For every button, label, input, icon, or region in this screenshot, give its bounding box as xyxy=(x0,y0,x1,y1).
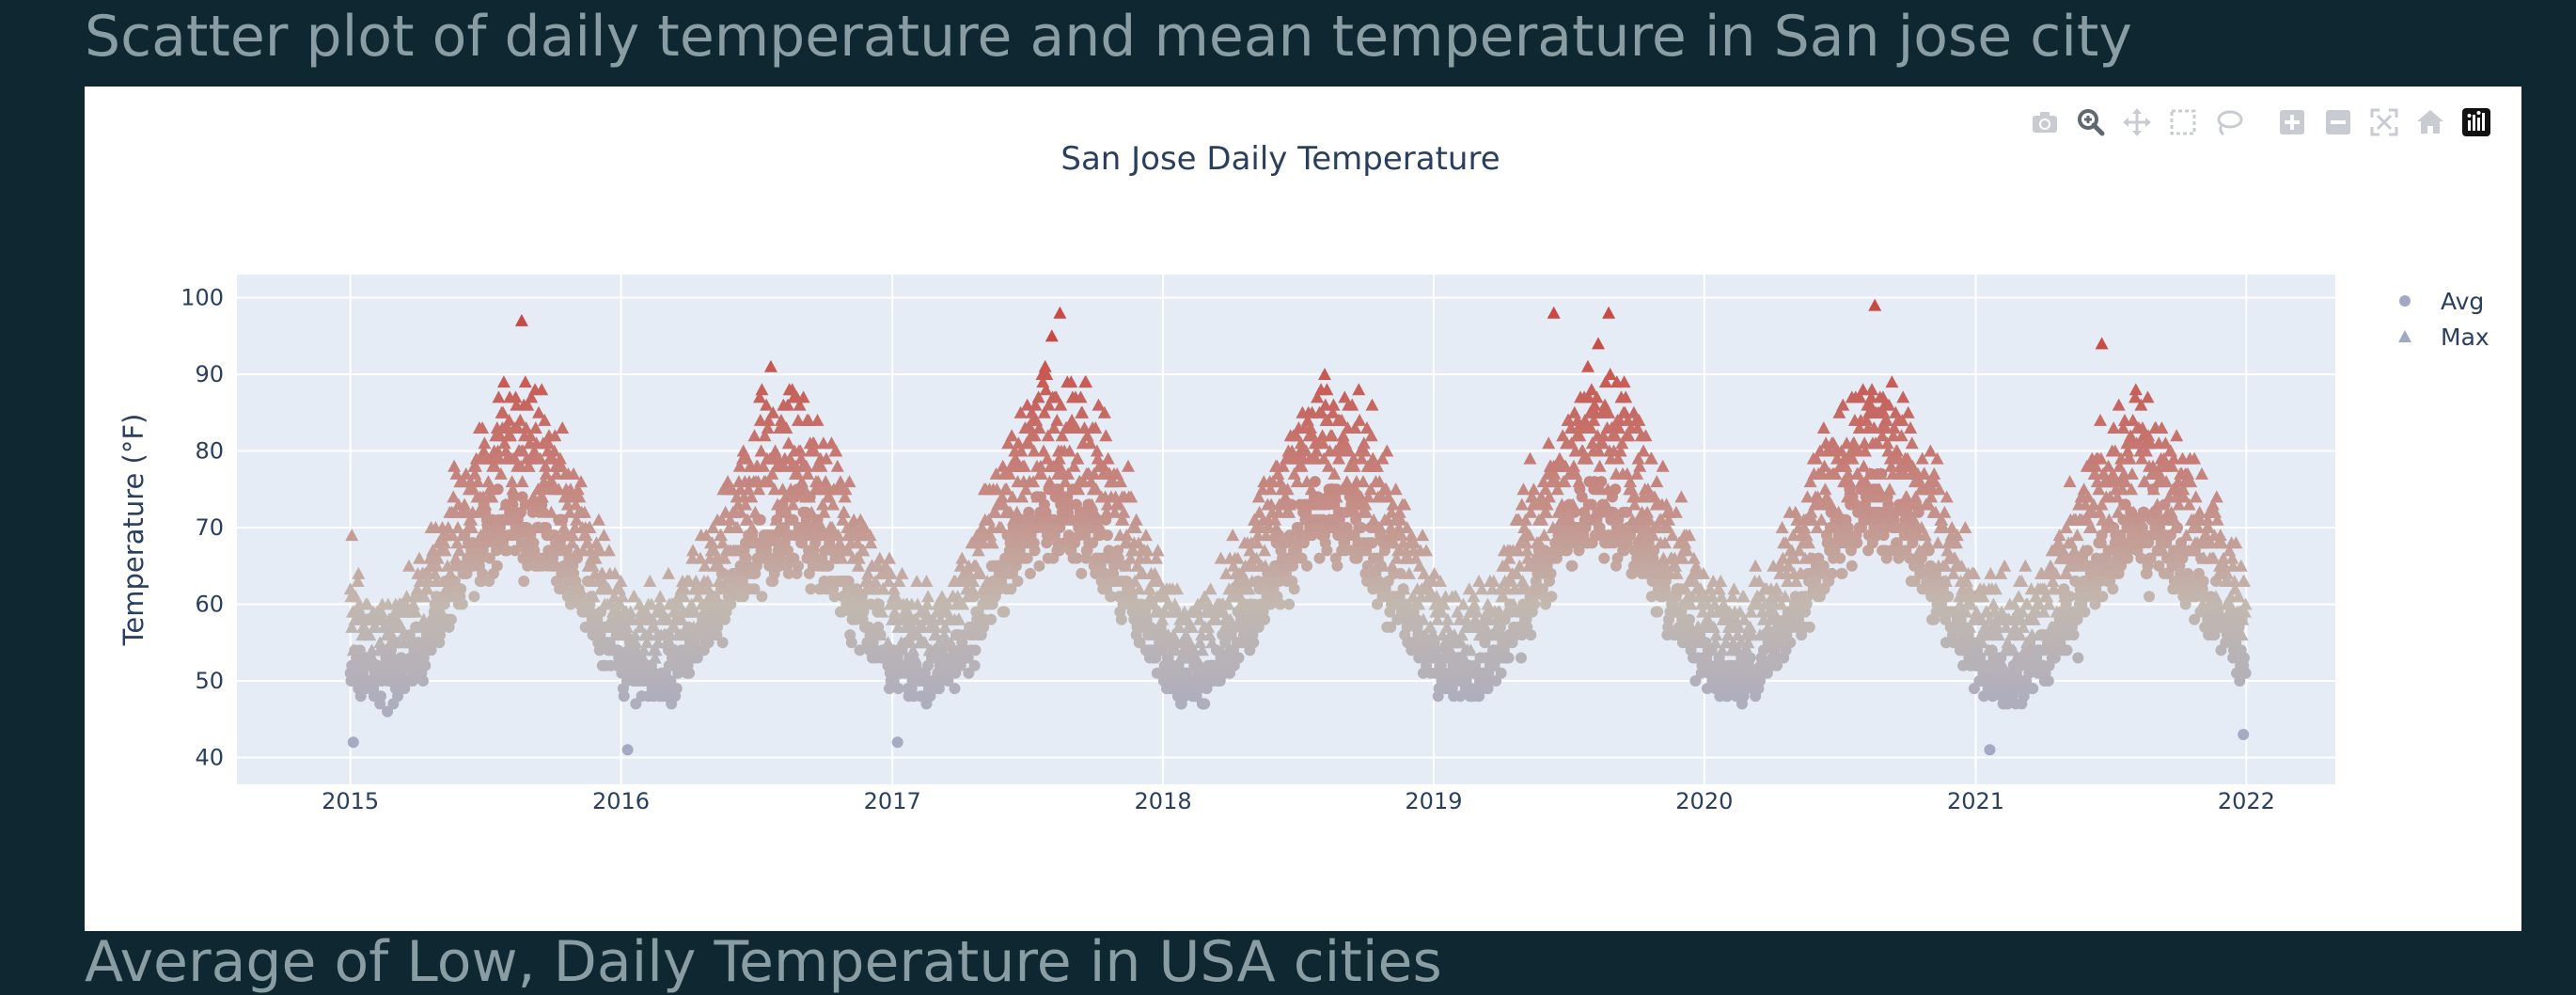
avg-point[interactable] xyxy=(1116,614,1127,625)
avg-point[interactable] xyxy=(417,675,429,687)
avg-point[interactable] xyxy=(1283,599,1295,610)
avg-point[interactable] xyxy=(457,599,468,610)
avg-point[interactable] xyxy=(2097,591,2108,602)
avg-point[interactable] xyxy=(717,637,729,648)
avg-point[interactable] xyxy=(2240,668,2252,679)
avg-point[interactable] xyxy=(2238,653,2250,664)
avg-point[interactable] xyxy=(2238,729,2249,740)
avg-point[interactable] xyxy=(950,683,961,694)
avg-point[interactable] xyxy=(1546,591,1557,602)
avg-point[interactable] xyxy=(419,660,431,671)
avg-point[interactable] xyxy=(1503,653,1515,664)
avg-point[interactable] xyxy=(1846,561,1858,572)
avg-point[interactable] xyxy=(1834,553,1846,564)
avg-point[interactable] xyxy=(1529,599,1540,610)
avg-point[interactable] xyxy=(846,637,857,648)
avg-point[interactable] xyxy=(455,583,466,594)
avg-point[interactable] xyxy=(426,644,437,655)
avg-point[interactable] xyxy=(1546,568,1557,579)
avg-point[interactable] xyxy=(2198,576,2209,587)
avg-point[interactable] xyxy=(1837,568,1848,579)
avg-point[interactable] xyxy=(671,683,683,694)
avg-point[interactable] xyxy=(446,614,457,625)
avg-point[interactable] xyxy=(1331,561,1343,572)
avg-point[interactable] xyxy=(1684,614,1695,625)
avg-point[interactable] xyxy=(1233,653,1245,664)
scatter-chart[interactable]: San Jose Daily Temperature 4050607080901… xyxy=(85,87,2521,931)
avg-point[interactable] xyxy=(1199,698,1210,709)
avg-point[interactable] xyxy=(1516,653,1527,664)
avg-point[interactable] xyxy=(622,744,634,755)
avg-point[interactable] xyxy=(1248,637,1259,648)
avg-point[interactable] xyxy=(1598,553,1610,564)
avg-point[interactable] xyxy=(518,576,529,587)
avg-point[interactable] xyxy=(1076,568,1087,579)
avg-point[interactable] xyxy=(375,690,386,702)
avg-point[interactable] xyxy=(756,591,767,602)
avg-point[interactable] xyxy=(1321,545,1332,556)
avg-point[interactable] xyxy=(1033,561,1045,572)
avg-point[interactable] xyxy=(1784,637,1796,648)
avg-point[interactable] xyxy=(1301,561,1312,572)
avg-point[interactable] xyxy=(1985,744,1996,755)
avg-point[interactable] xyxy=(683,668,695,679)
avg-point[interactable] xyxy=(1652,607,1663,618)
avg-point[interactable] xyxy=(892,736,903,748)
avg-point[interactable] xyxy=(793,561,804,572)
avg-point[interactable] xyxy=(969,660,981,671)
avg-point[interactable] xyxy=(2072,653,2083,664)
avg-point[interactable] xyxy=(998,607,1010,618)
avg-point[interactable] xyxy=(893,683,904,694)
avg-point[interactable] xyxy=(2062,644,2073,655)
avg-point[interactable] xyxy=(1029,545,1041,556)
chart-title: San Jose Daily Temperature xyxy=(1060,140,1500,178)
avg-point[interactable] xyxy=(1259,614,1270,625)
avg-point[interactable] xyxy=(985,614,997,625)
avg-point[interactable] xyxy=(1851,537,1862,548)
avg-point[interactable] xyxy=(348,736,359,748)
avg-point[interactable] xyxy=(2079,607,2090,618)
avg-point[interactable] xyxy=(1942,591,1954,602)
avg-point[interactable] xyxy=(2043,675,2054,687)
avg-point[interactable] xyxy=(1302,514,1313,526)
avg-point[interactable] xyxy=(2144,591,2155,602)
avg-point[interactable] xyxy=(1013,576,1024,587)
avg-point[interactable] xyxy=(1566,561,1578,572)
avg-point[interactable] xyxy=(2107,583,2118,594)
avg-point[interactable] xyxy=(619,690,630,702)
avg-point[interactable] xyxy=(1496,668,1507,679)
avg-point[interactable] xyxy=(1525,629,1536,640)
page-heading: Scatter plot of daily temperature and me… xyxy=(85,4,2132,70)
avg-point[interactable] xyxy=(2068,629,2080,640)
avg-point[interactable] xyxy=(1289,583,1300,594)
avg-point[interactable] xyxy=(2027,683,2038,694)
avg-point[interactable] xyxy=(1025,568,1036,579)
avg-point[interactable] xyxy=(1804,622,1815,633)
avg-point[interactable] xyxy=(1356,522,1367,533)
avg-point[interactable] xyxy=(492,561,503,572)
avg-point[interactable] xyxy=(468,591,479,602)
avg-point[interactable] xyxy=(970,644,982,655)
